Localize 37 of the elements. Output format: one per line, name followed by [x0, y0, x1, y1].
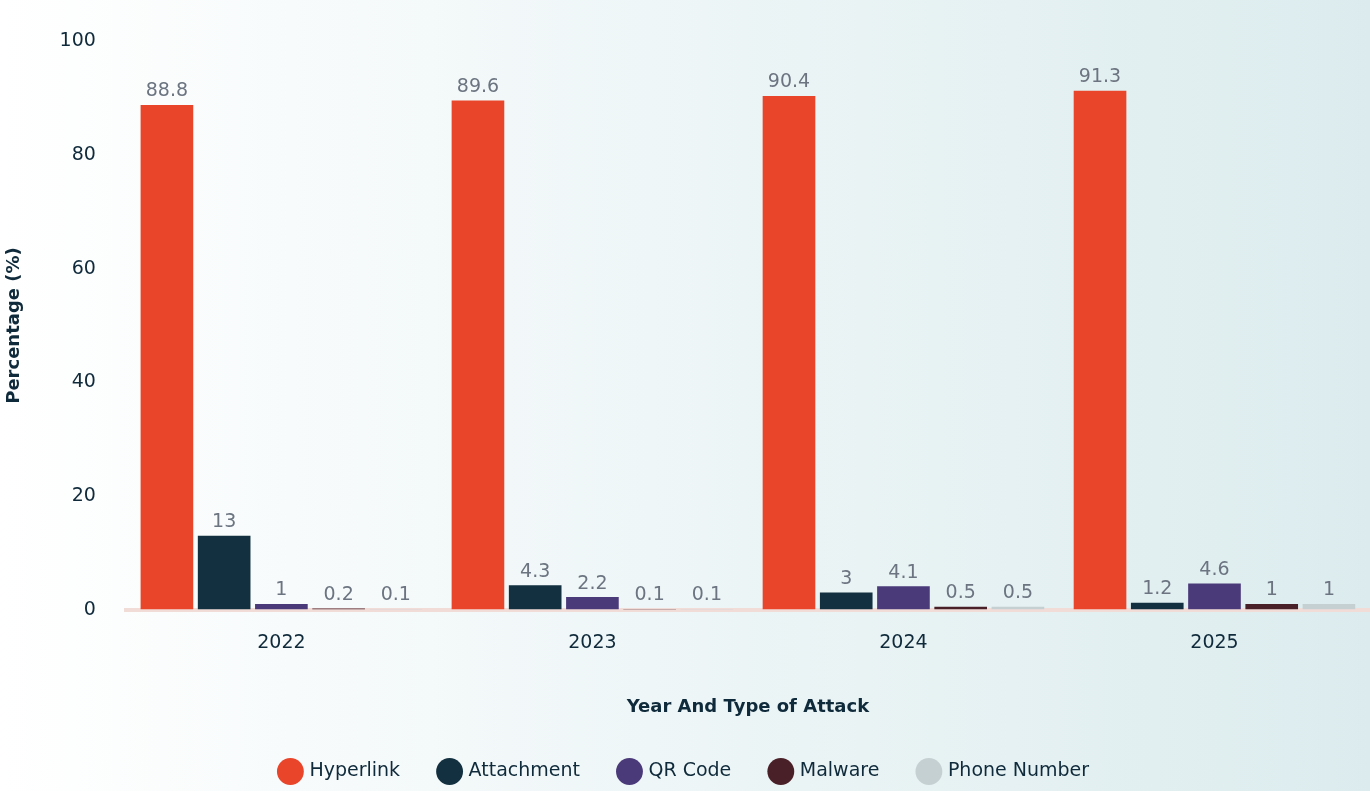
x-tick-label: 2025	[1190, 629, 1239, 652]
y-tick-label: 60	[71, 255, 96, 278]
x-tick-label: 2024	[879, 629, 928, 652]
data-label: 0.1	[634, 582, 665, 605]
data-label: 0.5	[1002, 580, 1034, 603]
y-tick-label: 0	[83, 596, 96, 619]
data-label: 13	[212, 509, 237, 532]
data-label: 2.2	[577, 570, 608, 593]
data-label: 91.3	[1078, 64, 1122, 87]
x-tick-label: 2022	[257, 629, 306, 652]
y-axis-title: Percentage (%)	[2, 247, 24, 404]
data-label: 4.6	[1199, 556, 1230, 579]
data-label: 4.3	[520, 558, 551, 581]
data-label: 88.8	[145, 78, 189, 101]
x-tick-label: 2023	[568, 629, 617, 652]
data-label: 1	[1265, 577, 1278, 600]
legend-label: Phone Number	[947, 758, 1090, 781]
data-label: 0.2	[323, 581, 354, 604]
y-tick-label: 40	[71, 369, 96, 392]
data-label: 0.1	[691, 582, 722, 605]
data-label: 89.6	[456, 73, 500, 96]
y-tick-label: 20	[71, 482, 96, 505]
y-tick-label: 100	[59, 28, 96, 51]
data-label: 1	[275, 577, 288, 600]
legend-label: Hyperlink	[309, 758, 401, 781]
data-label: 4.1	[888, 559, 919, 582]
data-label: 0.1	[380, 582, 411, 605]
data-label: 1.2	[1142, 576, 1173, 599]
legend-label: Malware	[799, 758, 880, 781]
data-label: 1	[1322, 577, 1335, 600]
y-tick-label: 80	[71, 141, 96, 164]
data-label: 90.4	[767, 69, 811, 92]
legend-label: QR Code	[648, 758, 732, 781]
data-label: 3	[840, 565, 853, 588]
data-label: 0.5	[945, 580, 976, 603]
legend-label: Attachment	[468, 758, 580, 781]
x-axis-title: Year And Type of Attack	[625, 694, 871, 716]
